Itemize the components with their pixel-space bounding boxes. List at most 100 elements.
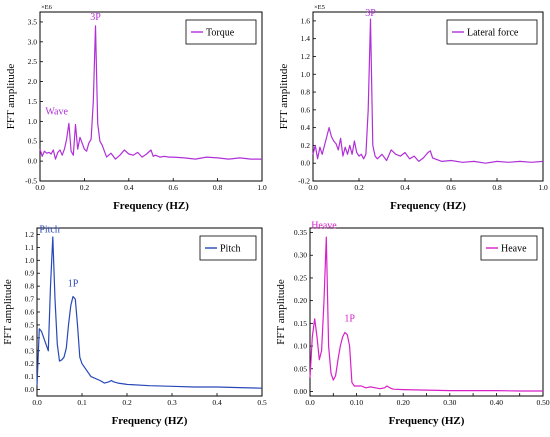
x-tick-label: 0.10 xyxy=(350,398,363,407)
series-line xyxy=(39,25,262,160)
y-tick-label: 1.0 xyxy=(301,70,311,79)
y-tick-label: 0.0 xyxy=(301,159,311,168)
y-tick-label: 0.10 xyxy=(294,342,307,351)
y-tick-label: 0.8 xyxy=(25,282,35,291)
x-tick-label: 0.8 xyxy=(213,183,223,192)
x-axis-label: Frequency (HZ) xyxy=(113,200,189,212)
y-tick-label: 0.4 xyxy=(25,333,35,342)
y-tick-label: 1.0 xyxy=(25,256,35,265)
x-tick-label: 0.8 xyxy=(492,183,502,192)
y-axis-label: FFT amplitude xyxy=(5,64,17,130)
chart-panel-4: 0.0 0.10 0.20 0.30 0.40 0.50 0.00 0.05 0.10 0.15 0… xyxy=(275,220,550,427)
y-tick-label: 1.0 xyxy=(28,117,38,126)
legend-label: Lateral force xyxy=(467,28,519,39)
legend: Pitch xyxy=(199,235,257,261)
y-tick-label: 0.0 xyxy=(28,157,38,166)
series-line xyxy=(312,18,544,164)
y-tick-label: 0.6 xyxy=(25,308,35,317)
y-tick-label: 0.2 xyxy=(25,359,35,368)
y-tick-label: 0.5 xyxy=(25,320,35,329)
x-tick-label: 0.5 xyxy=(257,398,267,407)
y-tick-label: 0.7 xyxy=(25,295,35,304)
y-tick-label: 1.2 xyxy=(301,52,311,61)
x-tick-label: 0.40 xyxy=(490,398,503,407)
y-tick-label: 1.5 xyxy=(28,97,38,106)
x-tick-label: 0.2 xyxy=(80,183,90,192)
y-tick-label: 0.4 xyxy=(301,123,311,132)
x-tick-label: 0.2 xyxy=(122,398,132,407)
y-tick-label: 2.0 xyxy=(28,77,38,86)
chart-panel-2: 0.0 0.2 0.4 0.6 0.8 1.0-0.20.00.20.40.60.81.0… xyxy=(278,4,548,212)
legend: Torque xyxy=(185,19,257,45)
y-tick-label: 0.05 xyxy=(294,364,307,373)
y-tick-label: 0.2 xyxy=(301,141,311,150)
x-tick-label: 0.0 xyxy=(35,183,45,192)
series-line xyxy=(36,236,263,389)
legend: Heave xyxy=(480,235,538,261)
chart-panel-1: 0.0 0.2 0.4 0.6 0.8 1.0-0.50.00.51.01.52.02.5… xyxy=(5,4,267,212)
x-tick-label: 1.0 xyxy=(538,183,548,192)
x-axis-label: Frequency (HZ) xyxy=(389,415,465,427)
x-tick-label: 0.4 xyxy=(400,183,410,192)
peak-annotation: 3P xyxy=(365,8,376,19)
series-line xyxy=(309,236,543,392)
chart-panel-3: 0.0 0.1 0.2 0.3 0.4 0.5 0.0 0.1 0.2 0.3 0.4 0.5 0.6 0… xyxy=(2,224,267,427)
y-tick-label: 0.8 xyxy=(301,88,311,97)
x-tick-label: 0.20 xyxy=(397,398,410,407)
y-tick-label: 3.5 xyxy=(28,17,38,26)
y-tick-label: 0.30 xyxy=(294,251,307,260)
x-tick-label: 0.4 xyxy=(124,183,134,192)
y-tick-label: 0.15 xyxy=(294,319,307,328)
y-axis-label: FFT amplitude xyxy=(275,279,287,345)
peak-annotation: 1P xyxy=(344,313,355,324)
y-tick-label: 3.0 xyxy=(28,37,38,46)
y-tick-label: 0.20 xyxy=(294,296,307,305)
x-tick-label: 0.0 xyxy=(32,398,42,407)
x-tick-label: 0.0 xyxy=(305,398,315,407)
y-tick-label: 0.6 xyxy=(301,105,311,114)
y-tick-label: 2.5 xyxy=(28,57,38,66)
peak-annotation: Wave xyxy=(45,107,68,118)
x-tick-label: 0.6 xyxy=(446,183,456,192)
y-tick-label: 0.00 xyxy=(294,387,307,396)
exponent-label: ×E5 xyxy=(314,4,325,11)
x-tick-label: 0.50 xyxy=(536,398,549,407)
y-tick-label: 0.1 xyxy=(25,372,35,381)
y-tick-label: 1.6 xyxy=(301,16,311,25)
legend-label: Torque xyxy=(206,28,235,39)
x-tick-label: 1.0 xyxy=(257,183,267,192)
y-tick-label: 0.9 xyxy=(25,269,35,278)
plot-frame xyxy=(39,11,263,182)
exponent-label: ×E6 xyxy=(41,4,53,11)
y-tick-label: 1.1 xyxy=(25,243,35,252)
y-tick-label: 0.25 xyxy=(294,273,307,282)
y-axis-label: FFT amplitude xyxy=(2,279,14,345)
y-tick-label: 1.2 xyxy=(25,230,35,239)
legend-box xyxy=(185,19,257,45)
x-tick-label: 0.2 xyxy=(354,183,364,192)
x-axis-label: Frequency (HZ) xyxy=(112,415,188,427)
x-tick-label: 0.6 xyxy=(169,183,179,192)
plot-frame xyxy=(312,11,544,182)
y-tick-label: -0.5 xyxy=(25,177,37,186)
x-tick-label: 0.30 xyxy=(443,398,456,407)
y-tick-label: 0.3 xyxy=(25,346,35,355)
x-tick-label: 0.4 xyxy=(212,398,222,407)
x-tick-label: 0.3 xyxy=(167,398,177,407)
peak-annotation: 1P xyxy=(68,279,79,290)
y-tick-label: 1.4 xyxy=(301,34,311,43)
y-axis-label: FFT amplitude xyxy=(278,64,290,130)
peak-annotation: 3P xyxy=(90,12,101,23)
x-tick-label: 0.1 xyxy=(77,398,87,407)
legend: Lateral force xyxy=(446,19,538,45)
y-tick-label: 0.35 xyxy=(294,228,307,237)
y-tick-label: 0.0 xyxy=(25,385,35,394)
x-tick-label: 0.0 xyxy=(308,183,318,192)
legend-label: Pitch xyxy=(220,244,241,255)
peak-annotation: Heave xyxy=(311,220,337,231)
legend-label: Heave xyxy=(501,244,527,255)
y-tick-label: -0.2 xyxy=(298,177,310,186)
peak-annotation: Pitch xyxy=(39,224,60,235)
x-axis-label: Frequency (HZ) xyxy=(390,200,466,212)
